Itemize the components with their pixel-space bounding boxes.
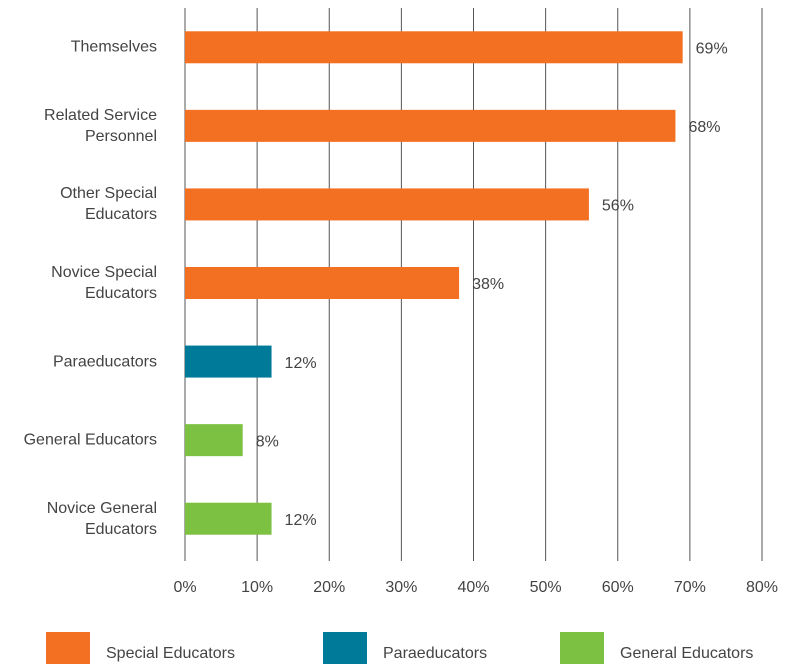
legend-label: General Educators	[620, 645, 753, 662]
x-tick-label: 60%	[602, 579, 634, 596]
bar	[185, 424, 243, 457]
legend-label: Paraeducators	[383, 645, 487, 662]
y-tick-label: Related Service Personnel	[44, 106, 157, 145]
y-tick-label: Other Special Educators	[60, 185, 157, 224]
x-tick-label: 50%	[530, 579, 562, 596]
x-tick-label: 80%	[746, 579, 778, 596]
value-label: 69%	[696, 41, 728, 58]
value-label: 12%	[285, 512, 317, 529]
y-tick-label: Novice General Educators	[46, 499, 157, 538]
legend-swatch	[560, 632, 604, 664]
y-tick-label: Paraeducators	[52, 353, 157, 371]
x-tick-label: 10%	[241, 579, 273, 596]
bar	[185, 31, 683, 64]
value-label: 8%	[256, 433, 279, 450]
y-tick-label: Themselves	[70, 38, 157, 56]
y-tick-label: General Educators	[23, 431, 157, 449]
bar	[185, 267, 460, 299]
value-label: 12%	[285, 355, 317, 372]
bar	[185, 109, 676, 142]
x-tick-label: 0%	[173, 579, 196, 596]
y-tick-label: Novice Special Educators	[51, 264, 157, 302]
legend-label: Special Educators	[106, 645, 235, 662]
legend-swatch	[46, 632, 90, 664]
value-label: 38%	[472, 276, 504, 293]
bar	[185, 502, 272, 535]
x-tick-label: 30%	[385, 579, 417, 596]
x-tick-label: 40%	[457, 579, 489, 596]
x-tick-label: 70%	[674, 579, 706, 596]
legend-swatch	[323, 632, 367, 664]
bar	[185, 345, 272, 378]
x-tick-label: 20%	[313, 579, 345, 596]
value-label: 56%	[602, 198, 634, 215]
value-label: 68%	[688, 119, 720, 136]
bar	[185, 188, 589, 221]
